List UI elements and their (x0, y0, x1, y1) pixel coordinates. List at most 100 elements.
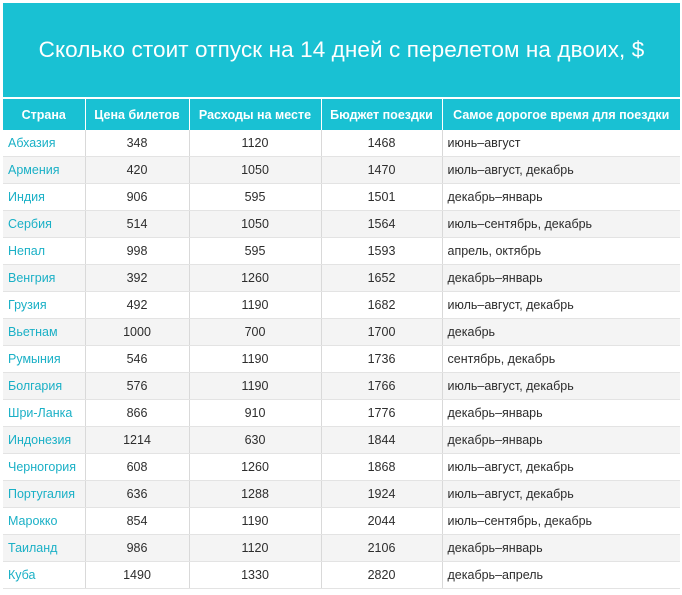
table-row: Таиланд 986 1120 2106 декабрь–январь (3, 534, 680, 562)
cell-local-expenses: 1190 (189, 372, 322, 400)
cell-local-expenses: 1190 (189, 507, 322, 535)
cell-peak-season: июль–август, декабрь (442, 291, 680, 319)
cell-peak-season: декабрь–январь (442, 399, 680, 427)
cell-peak-season: декабрь–январь (442, 534, 680, 562)
column-header-country: Страна (3, 99, 86, 130)
cell-country: Абхазия (3, 130, 86, 157)
cell-tickets: 514 (85, 210, 190, 238)
table-row: Черногория 608 1260 1868 июль–август, декабр… (3, 453, 680, 481)
table-row: Непал 998 595 1593 апрель, октябрь (3, 237, 680, 265)
table-row: Сербия 514 1050 1564 июль–сентябрь, декабрь (3, 210, 680, 238)
cell-peak-season: декабрь–апрель (442, 561, 680, 589)
table-row: Куба 1490 1330 2820 декабрь–апрель (3, 561, 680, 589)
cell-budget: 1700 (321, 318, 443, 346)
cell-country: Индонезия (3, 426, 86, 454)
cell-country: Таиланд (3, 534, 86, 562)
cell-tickets: 1000 (85, 318, 190, 346)
table-row: Грузия 492 1190 1682 июль–август, декабрь (3, 291, 680, 319)
table-row: Вьетнам 1000 700 1700 декабрь (3, 318, 680, 346)
table-row: Болгария 576 1190 1766 июль–август, декабрь (3, 372, 680, 400)
cell-peak-season: сентябрь, декабрь (442, 345, 680, 373)
table-row: Венгрия 392 1260 1652 декабрь–январь (3, 264, 680, 292)
cell-tickets: 636 (85, 480, 190, 508)
cell-tickets: 420 (85, 156, 190, 184)
cell-country: Армения (3, 156, 86, 184)
cell-budget: 2820 (321, 561, 443, 589)
cell-budget: 1470 (321, 156, 443, 184)
cell-local-expenses: 1330 (189, 561, 322, 589)
cell-budget: 1868 (321, 453, 443, 481)
cell-peak-season: апрель, октябрь (442, 237, 680, 265)
cell-country: Болгария (3, 372, 86, 400)
cell-tickets: 492 (85, 291, 190, 319)
cell-peak-season: июнь–август (442, 130, 680, 157)
cell-peak-season: декабрь–январь (442, 426, 680, 454)
cell-country: Марокко (3, 507, 86, 535)
table-row: Португалия 636 1288 1924 июль–август, декабр… (3, 480, 680, 508)
cell-budget: 1924 (321, 480, 443, 508)
table-row: Индонезия 1214 630 1844 декабрь–январь (3, 426, 680, 454)
cell-peak-season: декабрь–январь (442, 264, 680, 292)
cell-local-expenses: 1120 (189, 130, 322, 157)
cell-country: Куба (3, 561, 86, 589)
table-header-row: Страна Цена билетов Расходы на месте Бюд… (3, 99, 680, 130)
cell-budget: 2106 (321, 534, 443, 562)
cell-tickets: 866 (85, 399, 190, 427)
column-header-tickets: Цена билетов (85, 99, 190, 130)
cell-tickets: 1214 (85, 426, 190, 454)
table-row: Шри-Ланка 866 910 1776 декабрь–январь (3, 399, 680, 427)
cell-country: Венгрия (3, 264, 86, 292)
vacation-cost-table: Страна Цена билетов Расходы на месте Бюд… (3, 99, 680, 589)
cell-budget: 1766 (321, 372, 443, 400)
cell-country: Румыния (3, 345, 86, 373)
cell-peak-season: июль–август, декабрь (442, 480, 680, 508)
cell-local-expenses: 1260 (189, 264, 322, 292)
cell-country: Португалия (3, 480, 86, 508)
cell-peak-season: июль–сентябрь, декабрь (442, 210, 680, 238)
cell-tickets: 854 (85, 507, 190, 535)
column-header-peak-season: Самое дорогое время для поездки (442, 99, 680, 130)
cell-country: Вьетнам (3, 318, 86, 346)
cell-budget: 1682 (321, 291, 443, 319)
page-title: Сколько стоит отпуск на 14 дней с переле… (38, 37, 645, 62)
table-row: Армения 420 1050 1470 июль–август, декабрь (3, 156, 680, 184)
cell-local-expenses: 1288 (189, 480, 322, 508)
cell-budget: 1468 (321, 130, 443, 157)
cell-country: Непал (3, 237, 86, 265)
cell-local-expenses: 1190 (189, 345, 322, 373)
table-row: Марокко 854 1190 2044 июль–сентябрь, декабрь (3, 507, 680, 535)
table-body: Абхазия 348 1120 1468 июнь–август Армения 420 1… (3, 130, 680, 589)
table-row: Румыния 546 1190 1736 сентябрь, декабрь (3, 345, 680, 373)
cell-local-expenses: 1120 (189, 534, 322, 562)
cell-peak-season: июль–сентябрь, декабрь (442, 507, 680, 535)
cell-tickets: 576 (85, 372, 190, 400)
cell-country: Шри-Ланка (3, 399, 86, 427)
cell-budget: 2044 (321, 507, 443, 535)
table-row: Индия 906 595 1501 декабрь–январь (3, 183, 680, 211)
cell-tickets: 986 (85, 534, 190, 562)
title-banner: Сколько стоит отпуск на 14 дней с переле… (3, 3, 680, 97)
cell-budget: 1564 (321, 210, 443, 238)
table-row: Абхазия 348 1120 1468 июнь–август (3, 130, 680, 157)
cell-tickets: 998 (85, 237, 190, 265)
cell-budget: 1844 (321, 426, 443, 454)
column-header-budget: Бюджет поездки (321, 99, 443, 130)
cell-tickets: 546 (85, 345, 190, 373)
cell-local-expenses: 595 (189, 183, 322, 211)
cell-country: Грузия (3, 291, 86, 319)
cell-country: Черногория (3, 453, 86, 481)
cell-peak-season: июль–август, декабрь (442, 372, 680, 400)
cell-local-expenses: 1260 (189, 453, 322, 481)
cell-local-expenses: 1050 (189, 210, 322, 238)
cell-peak-season: июль–август, декабрь (442, 453, 680, 481)
cell-tickets: 1490 (85, 561, 190, 589)
cell-peak-season: декабрь (442, 318, 680, 346)
cell-local-expenses: 1190 (189, 291, 322, 319)
cell-local-expenses: 1050 (189, 156, 322, 184)
cell-local-expenses: 910 (189, 399, 322, 427)
cell-budget: 1736 (321, 345, 443, 373)
cell-peak-season: июль–август, декабрь (442, 156, 680, 184)
cell-budget: 1652 (321, 264, 443, 292)
cell-budget: 1776 (321, 399, 443, 427)
